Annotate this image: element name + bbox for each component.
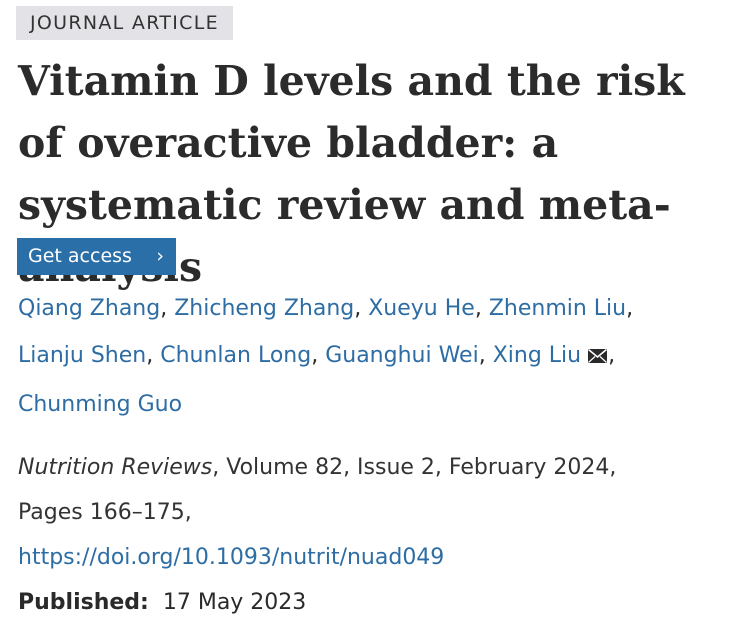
author-link[interactable]: Chunming Guo [18, 392, 183, 417]
author-link[interactable]: Xueyu He [368, 296, 475, 321]
mail-icon[interactable] [587, 334, 608, 381]
published-label: Published: [18, 590, 149, 615]
author-link[interactable]: Qiang Zhang [18, 296, 161, 321]
author-list: Qiang Zhang, Zhicheng Zhang, Xueyu He, Z… [18, 285, 738, 428]
chevron-right-icon: › [156, 245, 164, 267]
get-access-button[interactable]: Get access › [17, 238, 176, 275]
volume-issue-date: , Volume 82, Issue 2, February 2024, [212, 455, 617, 480]
author-separator: , [146, 343, 154, 368]
journal-name: Nutrition Reviews [18, 455, 213, 480]
citation-block: Nutrition Reviews, Volume 82, Issue 2, F… [18, 445, 738, 580]
author-separator: , [474, 296, 482, 321]
author-link[interactable]: Zhicheng Zhang [174, 296, 355, 321]
author-link[interactable]: Lianju Shen [18, 343, 147, 368]
get-access-label: Get access [28, 245, 132, 267]
article-type-badge: JOURNAL ARTICLE [16, 6, 233, 40]
doi-link[interactable]: https://doi.org/10.1093/nutrit/nuad049 [18, 545, 445, 570]
page-range: Pages 166–175, [18, 500, 192, 525]
author-separator: , [311, 343, 319, 368]
author-separator: , [478, 343, 486, 368]
published-date: 17 May 2023 [162, 590, 307, 615]
author-separator: , [160, 296, 168, 321]
author-link[interactable]: Zhenmin Liu [488, 296, 627, 321]
published-date-row: Published: 17 May 2023 [18, 583, 306, 623]
author-link[interactable]: Xing Liu [492, 343, 582, 368]
author-separator: , [608, 343, 616, 368]
author-separator: , [354, 296, 362, 321]
author-link[interactable]: Chunlan Long [160, 343, 312, 368]
author-link[interactable]: Guanghui Wei [325, 343, 479, 368]
author-separator: , [626, 296, 634, 321]
